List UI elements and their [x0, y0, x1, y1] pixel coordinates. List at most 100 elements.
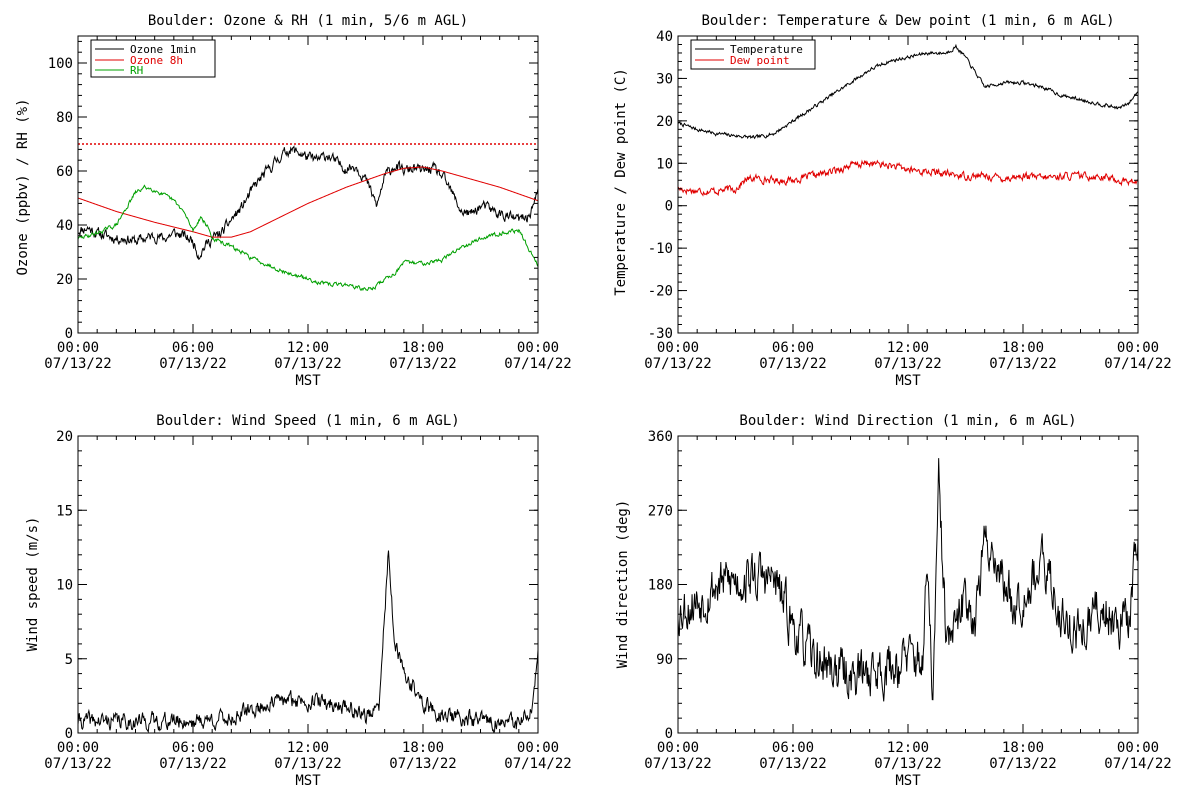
x-tick-label-time: 00:00	[1117, 340, 1159, 356]
x-tick-label-time: 00:00	[1117, 740, 1159, 756]
x-tick-label-time: 00:00	[517, 340, 559, 356]
x-tick-label-date: 07/13/22	[44, 756, 111, 772]
x-axis-label: MST	[895, 773, 921, 789]
x-tick-label-date: 07/13/22	[759, 756, 826, 772]
series-line-ozone-8h	[78, 166, 538, 238]
series-line-rh	[78, 184, 538, 292]
y-tick-label: -30	[648, 326, 673, 342]
series-line-ozone-1min	[78, 145, 538, 261]
plot-frame	[677, 435, 1139, 734]
legend-label: RH	[130, 64, 143, 77]
x-tick-label-date: 07/14/22	[504, 756, 571, 772]
x-tick-label-date: 07/13/22	[644, 356, 711, 372]
x-tick-label-date: 07/13/22	[274, 356, 341, 372]
y-tick-label: 20	[656, 114, 673, 130]
chart-title: Boulder: Ozone & RH (1 min, 5/6 m AGL)	[148, 13, 468, 29]
y-tick-label: -10	[648, 241, 673, 257]
y-tick-label: 90	[656, 652, 673, 668]
plot-frame	[677, 35, 1139, 334]
y-tick-label: 60	[56, 164, 73, 180]
y-tick-label: -20	[648, 284, 673, 300]
y-tick-label: 30	[656, 71, 673, 87]
y-tick-label: 0	[65, 726, 73, 742]
x-tick-label-date: 07/13/22	[874, 356, 941, 372]
x-tick-label-date: 07/14/22	[1104, 756, 1171, 772]
x-tick-label-date: 07/13/22	[759, 356, 826, 372]
legend: Temperature Dew point	[690, 39, 816, 70]
x-tick-label-date: 07/13/22	[274, 756, 341, 772]
legend-label: Ozone 1min	[130, 43, 196, 56]
x-tick-label-time: 12:00	[887, 340, 929, 356]
x-tick-label-time: 12:00	[287, 340, 329, 356]
legend-box	[90, 39, 216, 78]
x-tick-label-date: 07/13/22	[389, 356, 456, 372]
plot-frame	[77, 435, 539, 734]
temperature-dewpoint-chart: Boulder: Temperature & Dew point (1 min,…	[613, 13, 1172, 389]
x-tick-label-time: 00:00	[57, 740, 99, 756]
x-tick-label-date: 07/13/22	[159, 756, 226, 772]
y-tick-label: 10	[56, 578, 73, 594]
y-tick-label: 270	[648, 503, 673, 519]
y-tick-label: 180	[648, 578, 673, 594]
y-axis-label: Wind speed (m/s)	[25, 517, 41, 652]
x-tick-label-time: 12:00	[887, 740, 929, 756]
x-tick-label-date: 07/13/22	[644, 756, 711, 772]
y-tick-label: 0	[665, 726, 673, 742]
chart-title: Boulder: Temperature & Dew point (1 min,…	[701, 13, 1114, 29]
x-tick-label-time: 18:00	[1002, 340, 1044, 356]
legend-box	[690, 39, 816, 70]
x-tick-label-time: 06:00	[172, 740, 214, 756]
x-tick-label-time: 00:00	[657, 340, 699, 356]
x-tick-label-time: 12:00	[287, 740, 329, 756]
series-line-dew-point	[678, 159, 1138, 197]
x-tick-label-time: 06:00	[172, 340, 214, 356]
wind-direction-chart: Boulder: Wind Direction (1 min, 6 m AGL)…	[615, 413, 1172, 789]
legend-label: Dew point	[730, 54, 790, 67]
y-tick-label: 5	[65, 652, 73, 668]
chart-title: Boulder: Wind Speed (1 min, 6 m AGL)	[156, 413, 459, 429]
x-axis-label: MST	[295, 773, 321, 789]
x-axis-label: MST	[895, 373, 921, 389]
legend-label: Temperature	[730, 43, 803, 56]
y-tick-label: 20	[56, 272, 73, 288]
y-tick-label: 15	[56, 503, 73, 519]
x-tick-label-date: 07/14/22	[1104, 356, 1171, 372]
x-tick-label-time: 00:00	[657, 740, 699, 756]
y-tick-label: 0	[665, 199, 673, 215]
legend: Ozone 1min Ozone 8h RH	[90, 39, 216, 78]
x-tick-label-time: 06:00	[772, 340, 814, 356]
y-tick-label: 10	[656, 156, 673, 172]
x-tick-label-time: 18:00	[1002, 740, 1044, 756]
x-tick-label-time: 18:00	[402, 740, 444, 756]
y-axis-label: Wind direction (deg)	[615, 500, 631, 669]
legend-label: Ozone 8h	[130, 54, 183, 67]
x-tick-label-time: 06:00	[772, 740, 814, 756]
x-tick-label-date: 07/13/22	[874, 756, 941, 772]
x-tick-label-date: 07/13/22	[989, 356, 1056, 372]
y-tick-label: 20	[56, 429, 73, 445]
x-tick-label-time: 00:00	[57, 340, 99, 356]
series-line-data	[678, 458, 1138, 702]
x-tick-label-date: 07/14/22	[504, 356, 571, 372]
plot-frame	[77, 35, 539, 334]
y-axis-label: Temperature / Dew point (C)	[613, 68, 629, 296]
y-tick-label: 80	[56, 110, 73, 126]
series-line-temperature	[678, 43, 1138, 140]
y-axis-label: Ozone (ppbv) / RH (%)	[15, 98, 31, 275]
x-tick-label-time: 18:00	[402, 340, 444, 356]
x-tick-label-date: 07/13/22	[389, 756, 456, 772]
wind-speed-chart: Boulder: Wind Speed (1 min, 6 m AGL) Win…	[25, 413, 572, 789]
x-tick-label-time: 00:00	[517, 740, 559, 756]
series-line-data	[78, 550, 538, 733]
x-tick-label-date: 07/13/22	[159, 356, 226, 372]
x-axis-label: MST	[295, 373, 321, 389]
ozone-rh-chart: Boulder: Ozone & RH (1 min, 5/6 m AGL) O…	[15, 13, 572, 389]
y-tick-label: 360	[648, 429, 673, 445]
y-tick-label: 40	[656, 29, 673, 45]
y-tick-label: 0	[65, 326, 73, 342]
chart-title: Boulder: Wind Direction (1 min, 6 m AGL)	[739, 413, 1076, 429]
y-tick-label: 40	[56, 218, 73, 234]
x-tick-label-date: 07/13/22	[989, 756, 1056, 772]
x-tick-label-date: 07/13/22	[44, 356, 111, 372]
